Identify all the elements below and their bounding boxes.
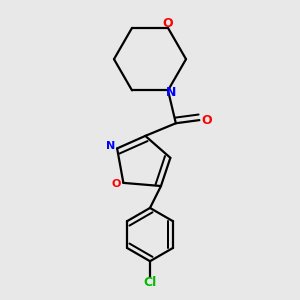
Text: O: O [163, 17, 173, 30]
Text: N: N [106, 141, 115, 151]
Text: O: O [112, 179, 121, 190]
Text: N: N [166, 86, 176, 99]
Text: O: O [201, 114, 211, 127]
Text: Cl: Cl [143, 276, 157, 289]
